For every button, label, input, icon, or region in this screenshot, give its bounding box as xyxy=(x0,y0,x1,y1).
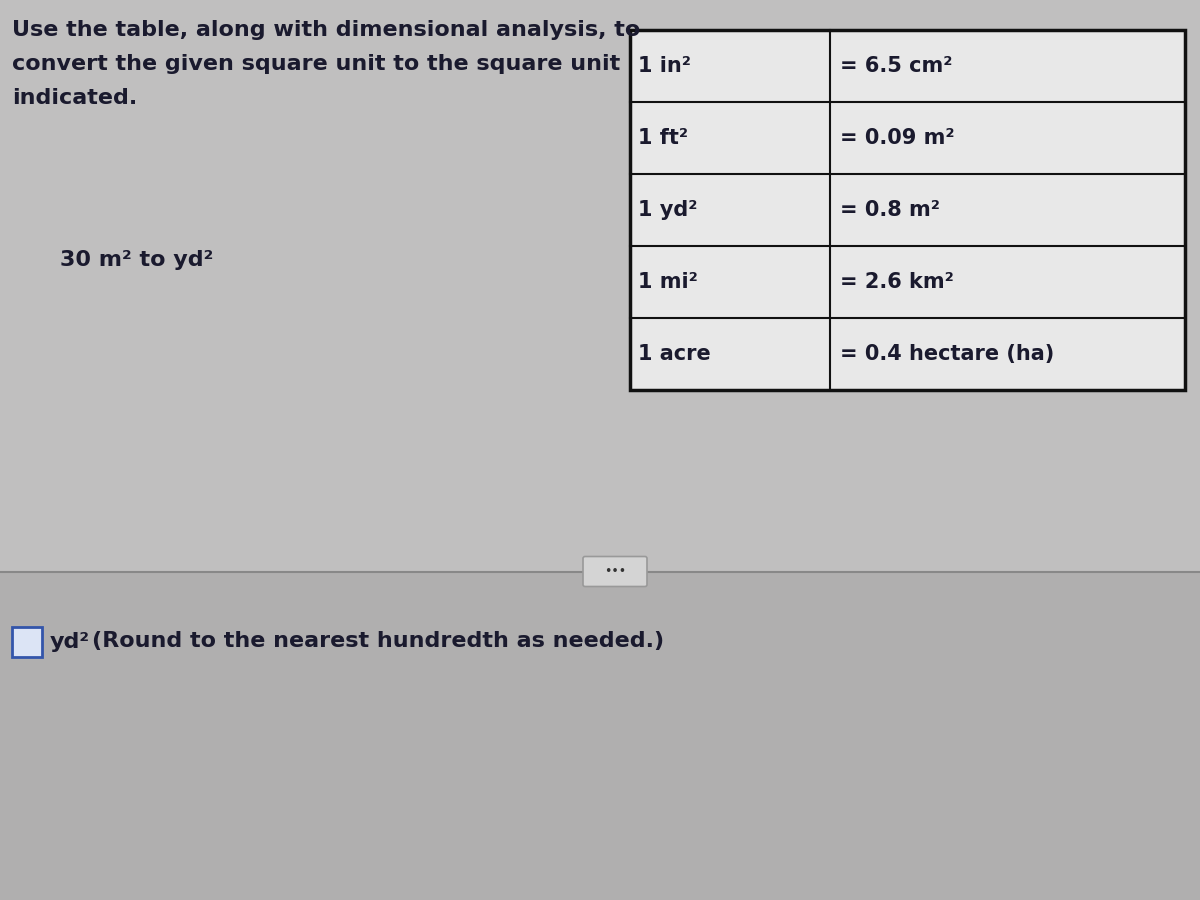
Text: 1 yd²: 1 yd² xyxy=(638,200,697,220)
Bar xyxy=(0,0,1200,572)
Text: = 6.5 cm²: = 6.5 cm² xyxy=(840,56,952,76)
Text: yd²: yd² xyxy=(50,632,90,652)
Text: 1 ft²: 1 ft² xyxy=(638,128,688,148)
Text: 30 m² to yd²: 30 m² to yd² xyxy=(60,250,214,270)
Bar xyxy=(630,30,1186,390)
Text: 1 acre: 1 acre xyxy=(638,344,710,364)
Bar xyxy=(0,572,1200,900)
Text: Use the table, along with dimensional analysis, to: Use the table, along with dimensional an… xyxy=(12,20,641,40)
Text: = 0.4 hectare (ha): = 0.4 hectare (ha) xyxy=(840,344,1054,364)
Text: = 2.6 km²: = 2.6 km² xyxy=(840,272,954,292)
Text: 1 in²: 1 in² xyxy=(638,56,691,76)
Text: •••: ••• xyxy=(604,565,626,578)
Text: indicated.: indicated. xyxy=(12,88,137,108)
Text: = 0.8 m²: = 0.8 m² xyxy=(840,200,940,220)
Text: = 0.09 m²: = 0.09 m² xyxy=(840,128,954,148)
Text: 1 mi²: 1 mi² xyxy=(638,272,697,292)
Text: (Round to the nearest hundredth as needed.): (Round to the nearest hundredth as neede… xyxy=(92,632,664,652)
Bar xyxy=(12,626,42,656)
FancyBboxPatch shape xyxy=(583,556,647,587)
Text: convert the given square unit to the square unit: convert the given square unit to the squ… xyxy=(12,54,620,74)
